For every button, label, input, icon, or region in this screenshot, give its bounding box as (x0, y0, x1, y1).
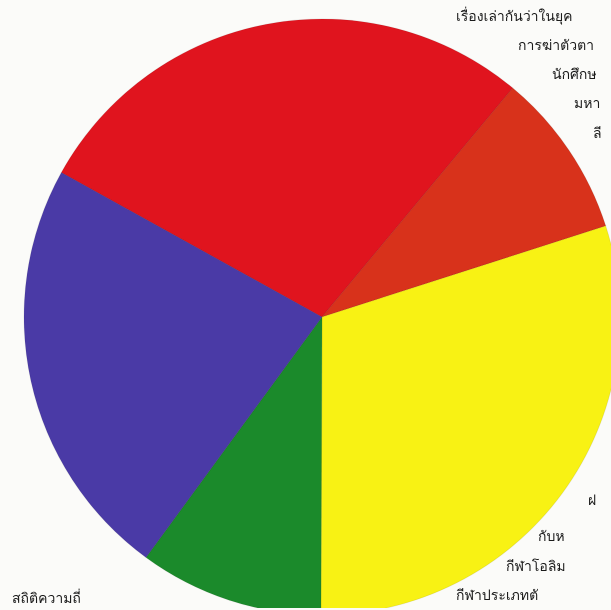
pie-slice-3 (320, 225, 611, 608)
pie-slices (23, 18, 611, 608)
text-line-1: เรื่องเล่ากันว่าในยุค (456, 9, 573, 25)
text-line-6: ฝ (588, 493, 597, 509)
pie-slice-5 (23, 171, 323, 559)
caption-bottom-left: สถิติความถี่ (12, 591, 81, 607)
pie-slice-2 (320, 87, 607, 319)
text-line-5: ลี (593, 126, 602, 142)
text-line-3: นักศึกษ (552, 67, 597, 83)
text-line-9: กีฬาประเภทตั (456, 588, 539, 604)
text-line-8: กีฬาโอลิม (506, 559, 566, 575)
text-line-2: การฆ่าตัวตา (518, 38, 595, 54)
text-line-4: มหา (574, 96, 601, 112)
text-line-7: กับห (538, 529, 565, 545)
pie-slice-4 (145, 315, 323, 608)
pie-slice-1 (60, 18, 514, 318)
